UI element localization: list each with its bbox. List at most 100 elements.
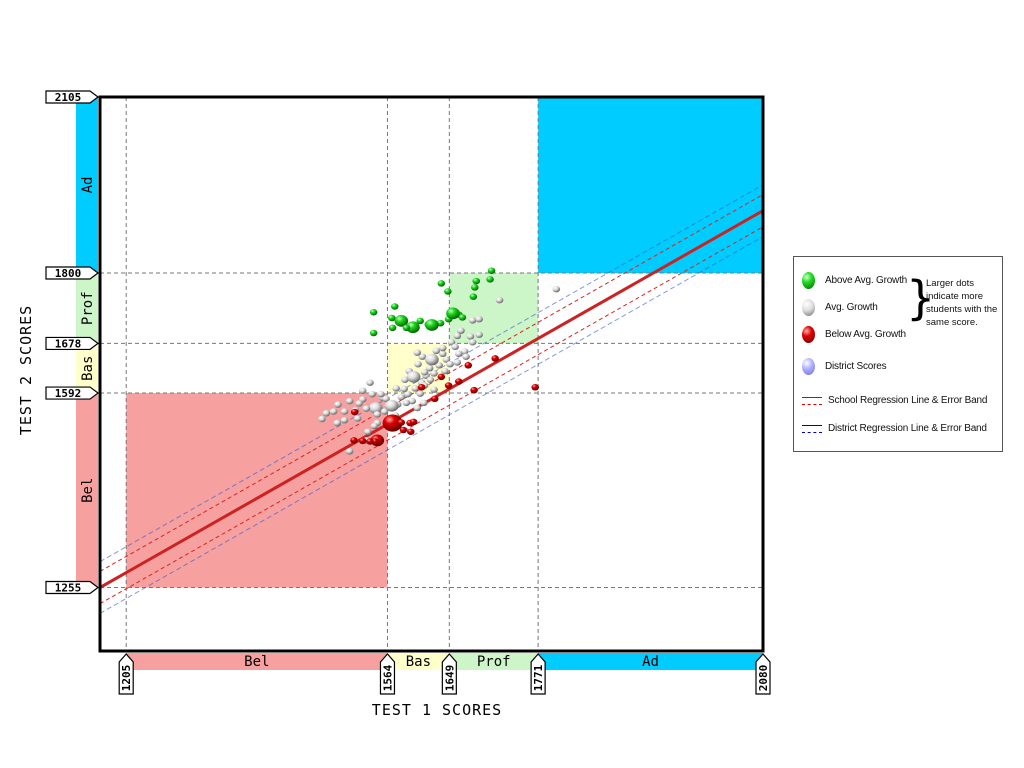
point-avg-62	[345, 448, 354, 455]
y-band-label-prof: Prof	[80, 291, 96, 325]
x-band-label-bas: Bas	[406, 654, 431, 670]
y-tick-tag-1592	[45, 386, 99, 400]
point-below-8	[397, 419, 406, 426]
x-band-bel	[126, 653, 388, 670]
red-ball-icon	[802, 326, 815, 343]
legend-item-above: Above Avg. Growth	[802, 272, 907, 289]
legend-note: Larger dots indicate more students with …	[926, 278, 998, 328]
point-avg-28	[468, 339, 477, 346]
point-above-2	[472, 277, 481, 285]
y-tick-tag-1255	[45, 580, 99, 595]
point-avg-31	[460, 348, 469, 355]
y-band-prof	[76, 273, 98, 344]
point-below-5	[350, 437, 358, 444]
point-below-15	[531, 384, 539, 391]
y-band-bel	[76, 393, 98, 588]
point-above-5	[469, 293, 478, 300]
x-tick-label-1564: 1564	[381, 664, 394, 691]
point-avg-0	[369, 402, 383, 414]
point-avg-50	[340, 416, 349, 424]
y-tick-label-1678: 1678	[55, 337, 82, 350]
x-tick-label-1649: 1649	[443, 665, 456, 692]
point-avg-43	[358, 387, 367, 394]
point-avg-20	[430, 370, 438, 377]
point-avg-48	[322, 410, 331, 417]
green-ball-icon	[802, 272, 815, 289]
x-tick-label-1205: 1205	[120, 665, 133, 692]
point-avg-47	[329, 408, 338, 415]
point-avg-70	[455, 350, 463, 358]
point-below-10	[409, 418, 418, 426]
x-band-ad	[538, 653, 763, 670]
point-above-4	[437, 280, 446, 287]
school-line-icon	[802, 396, 822, 405]
point-below-19	[430, 395, 439, 403]
point-above-20	[416, 317, 424, 325]
brace-icon: }	[906, 271, 936, 325]
point-avg-38	[401, 376, 409, 384]
point-below-11	[437, 373, 446, 381]
point-avg-15	[416, 390, 424, 397]
blue-ball-icon	[802, 358, 815, 375]
district-line-icon	[802, 424, 822, 433]
plot-frame	[98, 95, 765, 653]
point-avg-56	[402, 399, 411, 407]
x-band-label-prof: Prof	[477, 654, 511, 670]
point-above-22	[446, 307, 460, 320]
point-above-19	[402, 324, 411, 332]
x-tick-tag-1649	[441, 653, 457, 695]
point-below-7	[406, 428, 415, 435]
legend-label-district: District Scores	[825, 361, 887, 372]
point-avg-46	[334, 401, 342, 408]
point-avg-7	[373, 411, 382, 418]
advanced-region	[538, 97, 763, 274]
point-below-16	[470, 386, 478, 394]
y-axis-title: TEST 2 SCORES	[17, 305, 35, 435]
point-avg-32	[453, 359, 462, 366]
point-avg-40	[382, 395, 390, 403]
point-below-13	[491, 355, 499, 362]
point-avg-6	[355, 400, 363, 407]
x-tick-1205: 1205	[118, 653, 134, 695]
point-avg-30	[468, 317, 477, 324]
legend-district-line: District Regression Line & Error Band	[802, 423, 987, 434]
point-avg-60	[385, 399, 399, 412]
district-band-lower	[100, 236, 763, 614]
point-above-9	[394, 315, 409, 327]
y-band-label-ad: Ad	[80, 177, 96, 194]
point-avg-42	[366, 379, 374, 386]
point-avg-65	[420, 369, 429, 376]
point-above-6	[444, 288, 452, 295]
x-tick-tag-1564	[379, 653, 396, 695]
point-above-10	[406, 321, 420, 334]
point-avg-29	[475, 331, 483, 338]
point-avg-54	[380, 408, 389, 415]
legend-label-avg: Avg. Growth	[825, 302, 878, 313]
point-above-16	[388, 324, 397, 332]
y-band-label-bel: Bel	[80, 478, 96, 503]
point-avg-36	[414, 360, 422, 368]
point-above-3	[471, 284, 479, 291]
point-above-18	[369, 329, 378, 337]
y-tick-tag-1678	[45, 336, 99, 351]
district-band-upper	[100, 184, 763, 563]
y-tick-1255: 1255	[45, 580, 99, 595]
x-band-bas	[387, 653, 450, 670]
point-avg-39	[392, 385, 400, 392]
y-tick-label-1592: 1592	[55, 387, 82, 400]
point-avg-11	[404, 390, 412, 398]
legend-label-below: Below Avg. Growth	[825, 329, 906, 340]
x-tick-label-2080: 2080	[757, 665, 770, 692]
legend-label-district-line: District Regression Line & Error Band	[828, 423, 987, 434]
x-tick-tag-1205	[118, 653, 134, 695]
point-below-9	[399, 426, 408, 434]
school-error-band-lower	[100, 226, 763, 605]
x-band-prof	[449, 653, 539, 670]
point-avg-68	[432, 347, 441, 355]
x-tick-tag-1771	[530, 653, 546, 695]
point-avg-26	[457, 327, 465, 334]
legend-school-line: School Regression Line & Error Band	[802, 395, 987, 406]
point-avg-51	[353, 415, 362, 422]
point-below-0	[382, 414, 403, 432]
point-below-12	[444, 382, 453, 389]
